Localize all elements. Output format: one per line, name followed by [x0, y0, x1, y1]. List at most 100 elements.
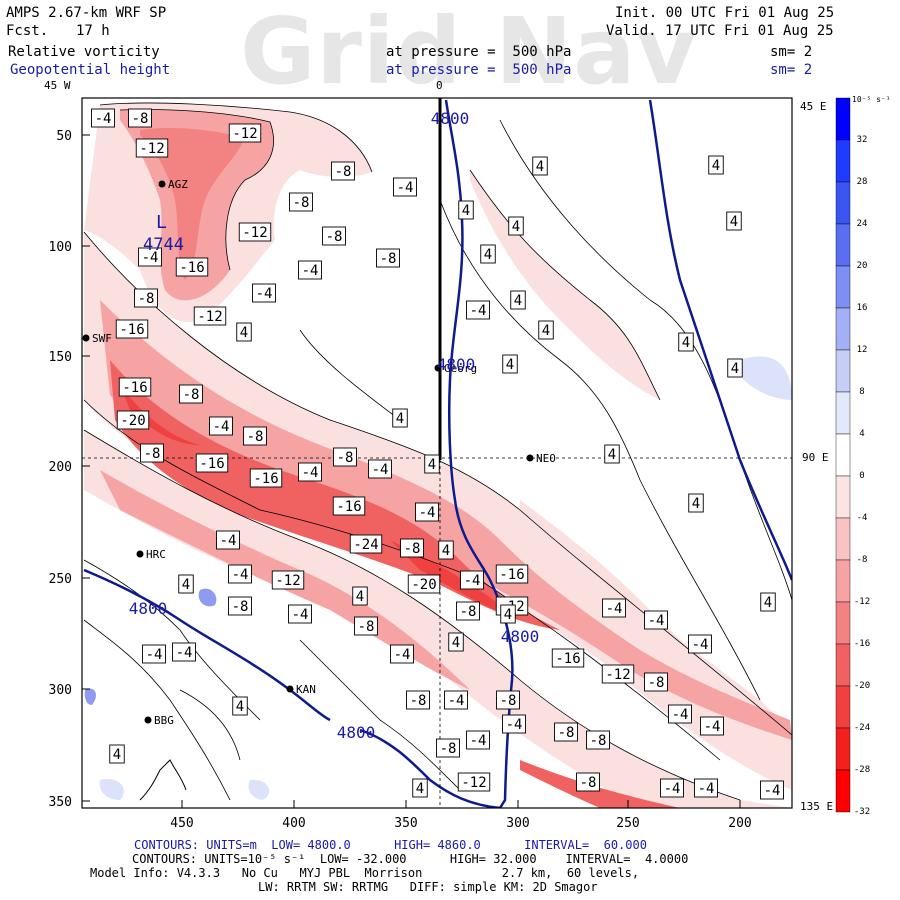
coastline	[139, 759, 187, 801]
vorticity-label: -12	[605, 667, 630, 683]
vorticity-label: -8	[144, 446, 161, 462]
watermark: Grid Nav	[240, 0, 698, 105]
colorbar-swatch	[835, 349, 851, 393]
x-tick-label: 350	[394, 816, 417, 831]
vorticity-label-box	[760, 780, 784, 800]
station-markers: AGZ SWF Georg NEO HRC KAN BBG	[82, 178, 556, 727]
model-title: AMPS 2.67-km WRF SP	[6, 5, 167, 21]
vorticity-label: -20	[411, 577, 436, 593]
station-dot	[434, 364, 442, 372]
height-contour-label: 4800	[501, 627, 540, 646]
vorticity-label-box	[354, 616, 378, 636]
vorticity-band-main-core	[110, 360, 560, 630]
colorbar-swatch	[835, 223, 851, 267]
vorticity-label-box	[138, 247, 162, 267]
positive-vorticity-label-box	[727, 358, 743, 378]
station-dot	[136, 550, 144, 558]
meridian-label-0: 0	[436, 79, 443, 92]
vorticity-label: -4	[256, 286, 273, 302]
vorticity-label: -4	[213, 419, 230, 435]
vorticity-label: -8	[337, 450, 354, 466]
low-pressure-marker: L	[156, 212, 167, 233]
positive-vorticity-label: 4	[113, 747, 121, 763]
station-label: HRC	[146, 548, 166, 561]
colorbar-tick-label: -24	[854, 723, 870, 733]
low-pressure-value: 4744	[143, 235, 184, 255]
positive-vorticity-label: 4	[512, 219, 520, 235]
positive-vorticity-label: 4	[504, 607, 512, 623]
colorbar-tick-label: 32	[857, 135, 868, 145]
vorticity-label: -16	[336, 499, 361, 515]
vorticity-label-box	[228, 123, 262, 143]
vorticity-label: -4	[292, 607, 309, 623]
positive-vorticity-label: 4	[356, 589, 364, 605]
vorticity-label: -4	[764, 783, 781, 799]
vorticity-label: -12	[461, 775, 486, 791]
vorticity-label: -20	[120, 413, 145, 429]
vorticity-positive-patch3	[99, 779, 124, 800]
vorticity-label-box	[407, 574, 441, 594]
vorticity-label-box	[466, 730, 490, 750]
vorticity-label-box	[118, 377, 152, 397]
positive-vorticity-label: 4	[712, 158, 720, 174]
vorticity-band-main-mid	[100, 300, 792, 740]
positive-vorticity-label: 4	[731, 361, 739, 377]
positive-vorticity-label-box	[480, 244, 496, 264]
positive-vorticity-label: 4	[240, 325, 248, 341]
positive-vorticity-label: 4	[428, 457, 436, 473]
vorticity-label: -16	[179, 260, 204, 276]
station-dot	[286, 685, 294, 693]
vorticity-label: -16	[122, 380, 147, 396]
height-contour-label: 4800	[437, 355, 476, 374]
vorticity-label: -8	[358, 619, 375, 635]
station-dot	[144, 716, 152, 724]
positive-vorticity-label-box	[236, 322, 252, 342]
vorticity-label: -4	[698, 781, 715, 797]
colorbar-tick-label: -28	[854, 765, 870, 775]
positive-vorticity-label-box	[109, 744, 125, 764]
positive-vorticity-label: 4	[182, 577, 190, 593]
vorticity-label: -8	[326, 229, 343, 245]
vorticity-positive-region	[740, 356, 792, 400]
vorticity-filament-right	[470, 170, 660, 400]
vorticity-label-box	[466, 300, 490, 320]
vorticity-label-box	[91, 108, 115, 128]
colorbar-tick-label: -12	[854, 597, 870, 607]
y-tick-label: 350	[49, 795, 72, 810]
vorticity-label-box	[298, 462, 322, 482]
vorticity-label-box	[436, 738, 460, 758]
vorticity-label: -4	[394, 647, 411, 663]
positive-vorticity-label: 4	[506, 357, 514, 373]
vorticity-label-box	[668, 704, 692, 724]
colorbar-swatch	[835, 265, 851, 309]
footer-model-info: Model Info: V4.3.3 No Cu MYJ PBL Morriso…	[90, 866, 640, 880]
vorticity-label: -4	[672, 707, 689, 723]
positive-vorticity-label-box	[532, 156, 548, 176]
vorticity-label: -8	[380, 251, 397, 267]
vorticity-label-box	[644, 610, 668, 630]
vorticity-label-box	[496, 690, 520, 710]
positive-vorticity-label-box	[232, 696, 248, 716]
vorticity-label-box	[376, 248, 400, 268]
vorticity-contour-labels: -4 -8-12-12-8-4-8-12 -8-4-16 -4-8-4-12-8-4-…	[91, 108, 784, 800]
vorticity-label: -4	[220, 533, 237, 549]
vorticity-label-box	[298, 260, 322, 280]
x-tick-label: 400	[282, 816, 305, 831]
vorticity-label-box	[134, 288, 158, 308]
vorticity-label: -4	[372, 462, 389, 478]
positive-vorticity-label-box	[424, 454, 440, 474]
vorticity-label-box	[331, 161, 355, 181]
vorticity-label-box	[249, 468, 283, 488]
positive-vorticity-label-box	[604, 444, 620, 464]
positive-vorticity-label: 4	[730, 214, 738, 230]
vorticity-label-box	[457, 772, 491, 792]
vorticity-label: -4	[692, 637, 709, 653]
vorticity-label: -24	[353, 537, 378, 553]
vorticity-label: -8	[335, 164, 352, 180]
vorticity-label: -4	[95, 111, 112, 127]
field1-level: at pressure = 500 hPa	[386, 44, 572, 60]
colorbar-swatch	[835, 433, 851, 477]
positive-vorticity-label-box	[508, 216, 524, 236]
colorbar-swatch	[835, 559, 851, 603]
vorticity-label-box	[393, 177, 417, 197]
